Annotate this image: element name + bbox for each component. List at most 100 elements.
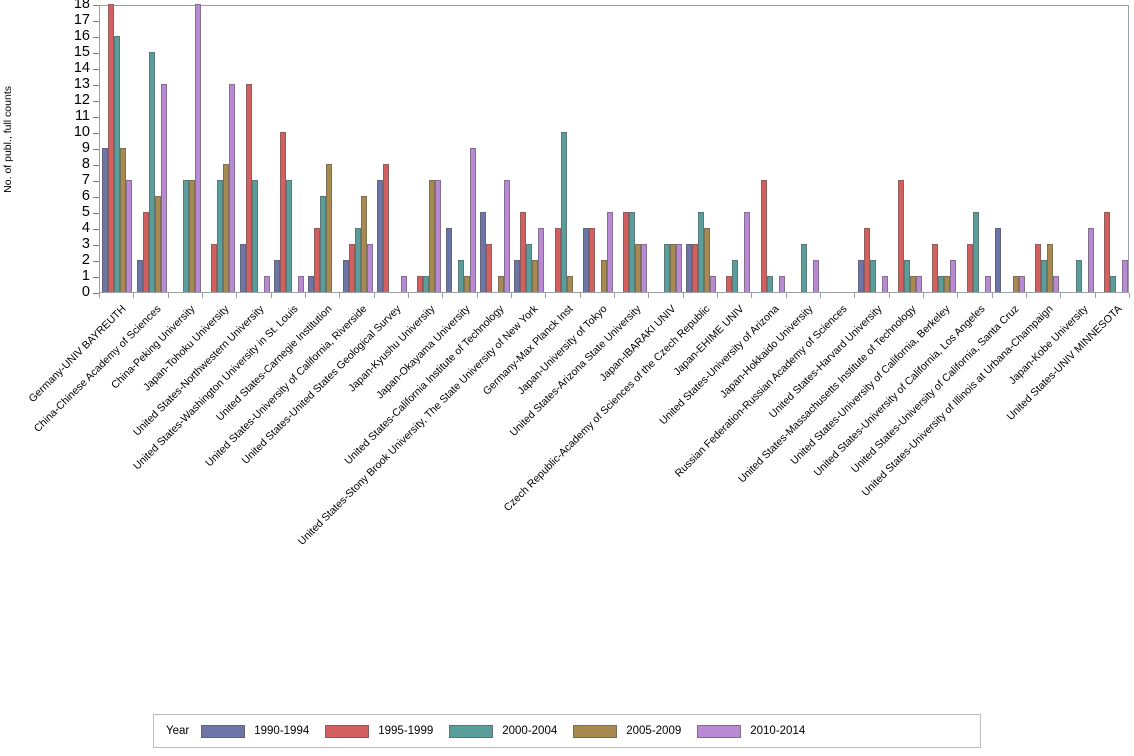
bar[interactable]	[800, 244, 807, 292]
bar[interactable]	[994, 228, 1001, 292]
bar[interactable]	[400, 276, 407, 292]
bar[interactable]	[760, 180, 767, 292]
bar[interactable]	[435, 180, 442, 292]
bar[interactable]	[102, 148, 109, 292]
bar[interactable]	[629, 212, 636, 292]
bar[interactable]	[635, 244, 642, 292]
bar[interactable]	[909, 276, 916, 292]
bar[interactable]	[520, 212, 527, 292]
bar[interactable]	[308, 276, 315, 292]
bar[interactable]	[217, 180, 224, 292]
bar[interactable]	[532, 260, 539, 292]
bar[interactable]	[1109, 276, 1116, 292]
bar[interactable]	[320, 196, 327, 292]
bar[interactable]	[881, 276, 888, 292]
bar[interactable]	[354, 228, 361, 292]
bar[interactable]	[675, 244, 682, 292]
legend-item[interactable]: 1990-1994	[201, 724, 309, 738]
bar[interactable]	[554, 228, 561, 292]
bar[interactable]	[966, 244, 973, 292]
bar[interactable]	[429, 180, 436, 292]
bar[interactable]	[251, 180, 258, 292]
bar[interactable]	[600, 260, 607, 292]
bar[interactable]	[479, 212, 486, 292]
bar[interactable]	[297, 276, 304, 292]
bar[interactable]	[915, 276, 922, 292]
bar[interactable]	[703, 228, 710, 292]
bar[interactable]	[194, 4, 201, 292]
bar[interactable]	[182, 180, 189, 292]
bar[interactable]	[588, 228, 595, 292]
bar[interactable]	[348, 244, 355, 292]
bar[interactable]	[108, 4, 115, 292]
bar[interactable]	[1087, 228, 1094, 292]
bar[interactable]	[560, 132, 567, 292]
bar[interactable]	[1047, 244, 1054, 292]
bar[interactable]	[1035, 244, 1042, 292]
bar[interactable]	[1041, 260, 1048, 292]
bar[interactable]	[869, 260, 876, 292]
bar[interactable]	[1075, 260, 1082, 292]
bar[interactable]	[142, 212, 149, 292]
bar[interactable]	[154, 196, 161, 292]
bar[interactable]	[691, 244, 698, 292]
bar[interactable]	[229, 84, 236, 292]
legend-item[interactable]: 2010-2014	[697, 724, 805, 738]
bar[interactable]	[382, 164, 389, 292]
bar[interactable]	[366, 244, 373, 292]
bar[interactable]	[342, 260, 349, 292]
bar[interactable]	[463, 276, 470, 292]
bar[interactable]	[211, 244, 218, 292]
bar[interactable]	[972, 212, 979, 292]
legend-item[interactable]: 2005-2009	[573, 724, 681, 738]
bar[interactable]	[1053, 276, 1060, 292]
bar[interactable]	[376, 180, 383, 292]
bar[interactable]	[984, 276, 991, 292]
bar[interactable]	[669, 244, 676, 292]
bar[interactable]	[326, 164, 333, 292]
bar[interactable]	[126, 180, 133, 292]
bar[interactable]	[709, 276, 716, 292]
bar[interactable]	[685, 244, 692, 292]
bar[interactable]	[417, 276, 424, 292]
bar[interactable]	[136, 260, 143, 292]
bar[interactable]	[114, 36, 121, 292]
bar[interactable]	[697, 212, 704, 292]
bar[interactable]	[732, 260, 739, 292]
bar[interactable]	[538, 228, 545, 292]
bar[interactable]	[857, 260, 864, 292]
bar[interactable]	[766, 276, 773, 292]
bar[interactable]	[897, 180, 904, 292]
bar[interactable]	[932, 244, 939, 292]
bar[interactable]	[423, 276, 430, 292]
bar[interactable]	[606, 212, 613, 292]
legend-item[interactable]: 1995-1999	[325, 724, 433, 738]
bar[interactable]	[445, 228, 452, 292]
bar[interactable]	[1012, 276, 1019, 292]
bar[interactable]	[863, 228, 870, 292]
bar[interactable]	[950, 260, 957, 292]
bar[interactable]	[120, 148, 127, 292]
bar[interactable]	[526, 244, 533, 292]
bar[interactable]	[503, 180, 510, 292]
bar[interactable]	[160, 84, 167, 292]
bar[interactable]	[938, 276, 945, 292]
bar[interactable]	[273, 260, 280, 292]
bar[interactable]	[279, 132, 286, 292]
bar[interactable]	[497, 276, 504, 292]
bar[interactable]	[566, 276, 573, 292]
bar[interactable]	[1103, 212, 1110, 292]
bar[interactable]	[469, 148, 476, 292]
bar[interactable]	[778, 276, 785, 292]
bar[interactable]	[263, 276, 270, 292]
bar[interactable]	[663, 244, 670, 292]
legend-item[interactable]: 2000-2004	[449, 724, 557, 738]
bar[interactable]	[485, 244, 492, 292]
bar[interactable]	[726, 276, 733, 292]
bar[interactable]	[744, 212, 751, 292]
bar[interactable]	[641, 244, 648, 292]
bar[interactable]	[1121, 260, 1128, 292]
bar[interactable]	[903, 260, 910, 292]
bar[interactable]	[812, 260, 819, 292]
bar[interactable]	[582, 228, 589, 292]
